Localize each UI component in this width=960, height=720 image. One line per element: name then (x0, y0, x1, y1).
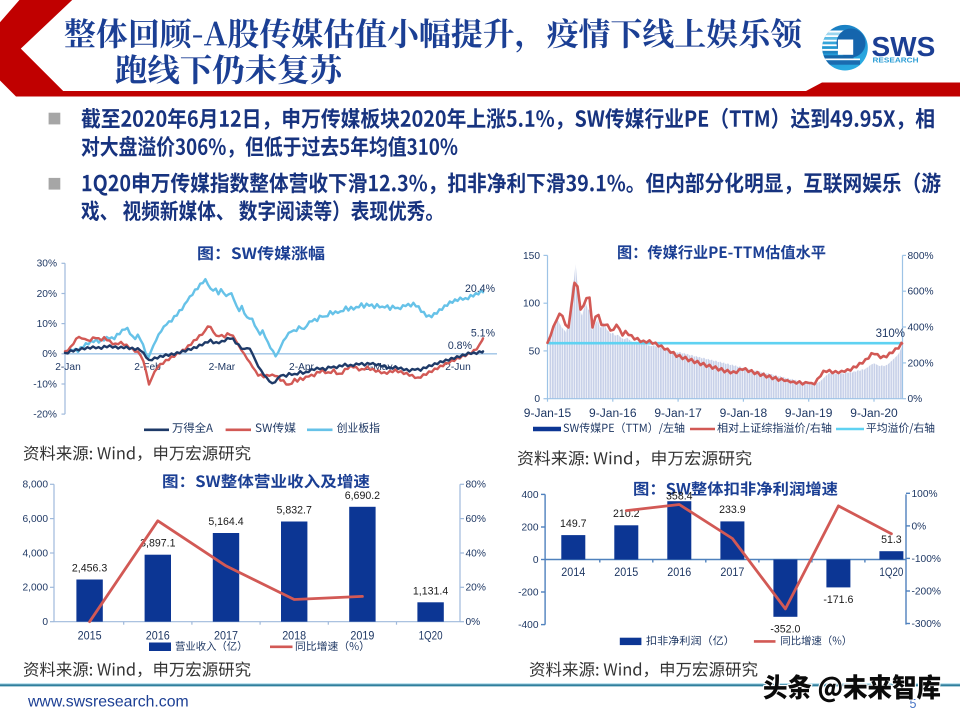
svg-text:SWS: SWS (872, 31, 936, 62)
svg-text:100%: 100% (912, 489, 938, 500)
svg-text:-10%: -10% (33, 379, 57, 390)
svg-text:5.1%: 5.1% (471, 327, 496, 339)
svg-text:0: 0 (42, 617, 48, 628)
svg-text:2014: 2014 (561, 565, 585, 579)
svg-text:-200%: -200% (912, 586, 941, 597)
svg-text:-20%: -20% (33, 410, 57, 421)
svg-text:9-Jan-15: 9-Jan-15 (524, 408, 572, 420)
svg-text:20%: 20% (37, 289, 57, 300)
svg-text:6,690.2: 6,690.2 (345, 490, 380, 502)
svg-text:3,897.1: 3,897.1 (140, 538, 175, 550)
svg-text:400%: 400% (908, 322, 934, 333)
svg-text:6,000: 6,000 (23, 514, 49, 525)
svg-text:0%: 0% (466, 617, 481, 628)
svg-text:9-Jan-16: 9-Jan-16 (589, 408, 637, 420)
svg-text:5,164.4: 5,164.4 (208, 516, 243, 528)
svg-text:600%: 600% (908, 287, 934, 298)
svg-text:0%: 0% (908, 394, 923, 405)
svg-text:2017: 2017 (720, 565, 744, 579)
svg-text:9-Jan-20: 9-Jan-20 (850, 408, 898, 420)
svg-text:0%: 0% (42, 349, 57, 360)
svg-text:200: 200 (522, 522, 539, 533)
svg-text:-171.6: -171.6 (823, 594, 853, 606)
svg-text:20%: 20% (466, 583, 486, 594)
svg-text:2-Jun: 2-Jun (445, 362, 470, 373)
svg-text:0%: 0% (912, 521, 927, 532)
svg-text:30%: 30% (37, 259, 57, 270)
svg-text:2,000: 2,000 (23, 583, 49, 594)
svg-text:1Q20: 1Q20 (419, 628, 443, 642)
svg-text:5,832.7: 5,832.7 (277, 504, 312, 516)
svg-text:9-Jan-19: 9-Jan-19 (785, 408, 833, 420)
svg-text:310%: 310% (876, 328, 905, 340)
svg-text:4,000: 4,000 (23, 548, 49, 559)
svg-text:2-Feb: 2-Feb (134, 362, 161, 373)
svg-text:2016: 2016 (667, 565, 691, 579)
svg-text:2016: 2016 (146, 628, 170, 642)
svg-text:40%: 40% (466, 548, 486, 559)
svg-text:150: 150 (523, 251, 540, 262)
svg-text:1,131.4: 1,131.4 (413, 585, 448, 597)
svg-text:800%: 800% (908, 251, 934, 262)
svg-text:10%: 10% (37, 319, 57, 330)
svg-text:2-Mar: 2-Mar (209, 362, 236, 373)
svg-text:5: 5 (910, 697, 917, 711)
svg-text:-100%: -100% (912, 554, 941, 565)
svg-text:1Q20: 1Q20 (879, 565, 903, 579)
svg-text:9-Jan-18: 9-Jan-18 (720, 408, 768, 420)
svg-text:0: 0 (533, 555, 539, 566)
svg-text:2017: 2017 (214, 628, 238, 642)
svg-text:-300%: -300% (912, 619, 941, 630)
svg-text:358.4: 358.4 (666, 491, 693, 503)
svg-text:200%: 200% (908, 358, 934, 369)
svg-text:8,000: 8,000 (23, 480, 49, 491)
svg-text:2018: 2018 (282, 628, 306, 642)
svg-text:9-Jan-17: 9-Jan-17 (654, 408, 702, 420)
svg-text:80%: 80% (466, 480, 486, 491)
svg-text:2015: 2015 (614, 565, 638, 579)
svg-text:2-May: 2-May (364, 362, 393, 373)
svg-text:20.4%: 20.4% (465, 283, 496, 295)
svg-text:0: 0 (534, 394, 540, 405)
svg-text:50: 50 (529, 346, 541, 357)
svg-text:400: 400 (522, 490, 539, 501)
svg-text:233.9: 233.9 (719, 504, 746, 516)
svg-text:149.7: 149.7 (560, 518, 587, 530)
svg-text:-352.0: -352.0 (770, 623, 800, 635)
svg-text:2-Apr: 2-Apr (289, 362, 315, 373)
svg-text:51.3: 51.3 (881, 534, 902, 546)
svg-text:2-Jan: 2-Jan (55, 362, 80, 373)
svg-text:-200: -200 (518, 587, 539, 598)
svg-text:60%: 60% (466, 514, 486, 525)
svg-text:RESEARCH: RESEARCH (873, 56, 919, 65)
svg-text:2015: 2015 (78, 628, 102, 642)
svg-text:100: 100 (523, 299, 540, 310)
svg-text:-400: -400 (518, 620, 539, 631)
svg-text:2019: 2019 (350, 628, 374, 642)
svg-text:0.8%: 0.8% (448, 340, 473, 352)
svg-text:2,456.3: 2,456.3 (72, 562, 107, 574)
svg-text:www.swsresearch.com: www.swsresearch.com (27, 694, 189, 711)
